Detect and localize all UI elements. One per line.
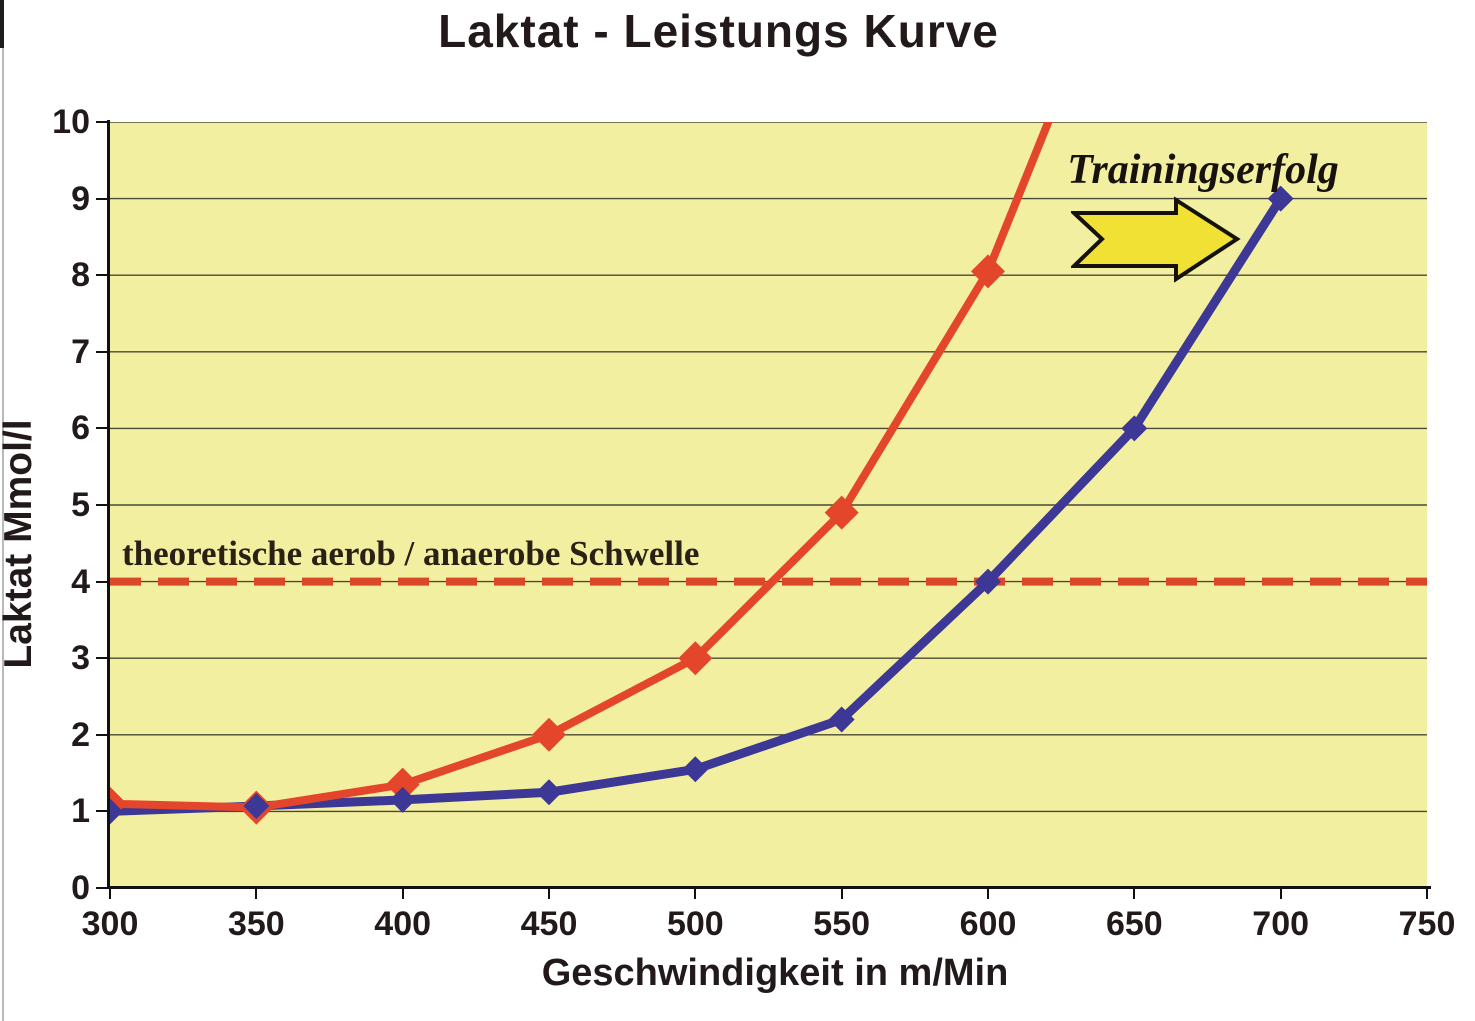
- x-tick-label: 750: [1398, 905, 1456, 943]
- y-tick-label: 5: [71, 486, 90, 524]
- blue-curve-marker: [389, 786, 416, 813]
- chart-title: Laktat - Leistungs Kurve: [438, 5, 999, 57]
- x-tick-mark: [1426, 889, 1428, 899]
- x-tick-label: 700: [1252, 905, 1310, 943]
- blue-curve-marker: [1121, 415, 1148, 442]
- x-tick-label: 600: [959, 905, 1017, 943]
- red-curve-marker: [678, 641, 713, 676]
- y-tick-label: 1: [71, 792, 90, 831]
- y-tick-label: 3: [71, 639, 90, 678]
- blue-curve-marker: [536, 779, 562, 806]
- scan-artifact-line: [2, 0, 4, 1021]
- x-tick-label: 350: [227, 905, 285, 943]
- y-tick-mark: [96, 274, 107, 277]
- blue-curve-marker: [243, 793, 270, 820]
- right-arrow-icon: [1071, 196, 1241, 283]
- y-tick-mark: [96, 121, 107, 123]
- y-tick-label: 7: [71, 332, 90, 371]
- blue-curve-marker: [828, 706, 855, 733]
- y-tick-mark: [96, 427, 107, 430]
- y-tick-mark: [96, 810, 107, 813]
- x-axis-line: [107, 886, 1431, 889]
- blue-curve-marker: [682, 756, 709, 783]
- x-tick-mark: [1133, 889, 1136, 899]
- y-tick-mark: [96, 197, 107, 200]
- y-tick-mark: [96, 350, 107, 353]
- x-tick-label: 650: [1105, 905, 1163, 943]
- x-tick-mark: [694, 889, 697, 899]
- x-tick-label: 400: [374, 905, 432, 943]
- red-curve-marker: [971, 254, 1005, 289]
- y-tick-mark: [96, 580, 107, 583]
- plot-svg: [93, 64, 1427, 888]
- x-tick-label: 300: [81, 905, 139, 943]
- red-curve-line: [106, 64, 1074, 812]
- scan-artifact-corner: [0, 0, 4, 48]
- y-tick-label: 2: [71, 715, 90, 754]
- x-tick-mark: [109, 889, 111, 899]
- x-tick-mark: [401, 889, 404, 899]
- blue-curve-marker: [975, 568, 1001, 595]
- red-curve-marker: [385, 767, 420, 802]
- x-tick-label: 450: [520, 905, 578, 943]
- x-tick-label: 500: [666, 905, 724, 943]
- threshold-label: theoretische aerob / anaerobe Schwelle: [122, 534, 700, 573]
- x-tick-mark: [255, 889, 258, 899]
- annotation-text: Trainingserfolg: [1067, 147, 1339, 193]
- y-tick-mark: [96, 504, 107, 506]
- x-tick-mark: [987, 889, 989, 899]
- x-tick-mark: [1279, 889, 1282, 899]
- y-tick-label: 10: [52, 103, 90, 141]
- x-tick-label: 550: [813, 905, 871, 943]
- y-tick-label: 8: [71, 256, 90, 295]
- y-axis-line: [107, 120, 110, 889]
- y-tick-label: 0: [71, 869, 90, 907]
- plot-area: [93, 64, 1427, 888]
- red-curve-marker: [532, 717, 566, 752]
- blue-curve-marker: [1267, 185, 1294, 212]
- y-tick-mark: [96, 657, 107, 660]
- x-tick-mark: [840, 889, 843, 899]
- right-arrow-shape: [1071, 196, 1241, 283]
- y-tick-label: 6: [71, 409, 90, 448]
- y-tick-label: 4: [71, 562, 90, 601]
- y-tick-mark: [96, 887, 107, 889]
- x-tick-mark: [548, 889, 550, 899]
- y-tick-mark: [96, 733, 107, 736]
- y-tick-label: 9: [71, 179, 90, 218]
- red-curve-marker: [824, 495, 859, 530]
- x-axis-title: Geschwindigkeit in m/Min: [541, 952, 1009, 994]
